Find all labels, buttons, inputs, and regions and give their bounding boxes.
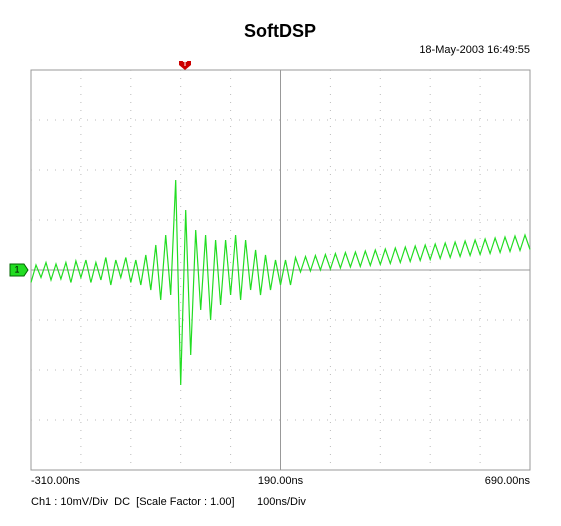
- trigger-label: T: [183, 61, 188, 68]
- timestamp: 18-May-2003 16:49:55: [419, 44, 530, 56]
- x-tick-label: 190.00ns: [258, 475, 304, 487]
- x-tick-label: 690.00ns: [485, 475, 531, 487]
- channel-info: Ch1 : 10mV/Div DC [Scale Factor : 1.00]: [31, 496, 235, 508]
- x-tick-label: -310.00ns: [31, 475, 80, 487]
- chart-title: SoftDSP: [244, 21, 316, 41]
- trigger-marker: [179, 61, 191, 70]
- trace: [30, 179, 531, 386]
- ground-marker: [9, 263, 29, 277]
- timebase: 100ns/Div: [257, 496, 306, 508]
- channel-label: 1: [14, 264, 19, 274]
